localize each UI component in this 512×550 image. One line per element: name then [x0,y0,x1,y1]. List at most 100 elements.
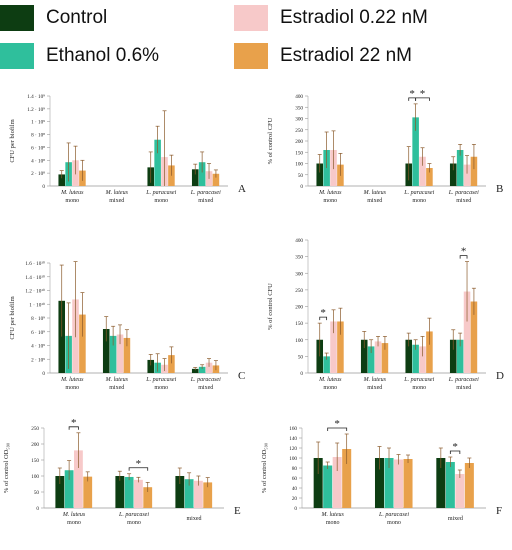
panel-b-group-sublabel: mixed [456,198,471,204]
panel-b-bar [412,117,419,186]
panel-b-ytick-label: 150 [295,150,303,156]
panel-b-group-label: M. luteus [318,190,342,196]
legend-item-control: Control [0,4,107,32]
panel-c-ytick-label: 1.4 · 10¹⁰ [25,275,45,281]
panel-d-ytick-label: 350 [295,255,303,261]
panel-e-group-sublabel: mono [67,520,81,526]
panel-c-bar [102,329,110,373]
panel-e-group-label: L. paracasei [118,512,149,518]
panel-c-group-sublabel: mixed [109,385,124,391]
panel-e-significance-bracket [128,467,149,471]
panel-b-letter: B [496,183,503,195]
panel-f-group-sublabel: mixed [448,516,463,522]
panel-b-ytick-label: 250 [295,128,303,134]
panel-b-bar [463,164,471,186]
panel-d-group-label: M. luteus [318,377,342,383]
panel-f-significance-star: * [334,418,340,430]
panel-c-group-label: M. luteus [105,377,129,383]
panel-d-ytick-label: 50 [298,354,304,360]
panel-e-bar [55,476,65,508]
panel-f-group-label: L. paracasei [378,512,409,518]
panel-e-ytick-label: 0 [36,506,39,512]
panel-d-ytick-label: 150 [295,321,303,327]
panel-f-ytick-label: 60 [292,476,298,482]
panel-b-ytick-label: 200 [295,139,303,145]
panel-a-group-sublabel: mixed [198,198,213,204]
panel-d-ytick-label: 300 [295,271,303,277]
panel-c-group-label: L. paracasei [145,377,176,383]
panel-f-ytick-label: 0 [294,506,297,512]
panel-b-ytick-label: 50 [298,173,304,179]
panel-a-group-sublabel: mono [154,198,168,204]
panel-c-bar [191,368,199,373]
panel-c-bar [198,366,206,373]
panel-b-bar [426,168,433,186]
panel-c-group-label: M. luteus [60,377,84,383]
panel-c-bar [147,359,155,373]
panel-c-bar [205,362,213,373]
panel-b-group-sublabel: mixed [367,198,382,204]
panel-a-ylabel: CFU per biofilm [9,119,16,162]
panel-c-bar [109,335,117,373]
panel-e-significance-star: * [71,417,77,429]
panel-d-significance-star: * [320,307,326,319]
panel-c-group-sublabel: mono [154,385,168,391]
panel-f-significance-star: * [452,441,458,453]
panel-d-group-label: L. paracasei [403,377,434,383]
panel-b-bar [419,156,426,186]
panel-e-bar [143,487,153,508]
panel-a-group-sublabel: mono [65,198,79,204]
panel-c-ytick-label: 2 · 10⁹ [31,357,45,363]
panel-e-ytick-label: 200 [31,442,39,448]
panel-f-ytick-label: 40 [292,486,298,492]
panel-d-bar [456,339,464,373]
panel-d-significance-bracket [319,316,328,321]
panel-b-group-sublabel: mono [323,198,337,204]
panel-a-ytick-label: 4 · 10⁸ [31,158,45,164]
panel-f-ylabel: % of control OD₅₉₀ [261,443,268,493]
panel-d-group-label: L. paracasei [448,377,479,383]
panel-f-group-label: M. luteus [320,512,344,518]
panel-f-group-sublabel: mono [387,520,401,526]
panel-f-ytick-label: 140 [289,436,297,442]
panel-c-bar [58,300,66,373]
panel-f-bar [332,457,342,508]
panel-e-significance-star: * [136,458,142,470]
panel-f-bar [313,458,323,508]
panel-f-bar [342,449,352,508]
panel-e-ytick-label: 150 [31,458,39,464]
legend-label-estradiol-high: Estradiol 22 nM [280,45,413,66]
panel-a-ytick-label: 1 · 10⁹ [31,120,45,126]
panel-b-group-sublabel: mono [412,198,426,204]
panel-f-ytick-label: 160 [289,426,297,432]
panel-b-bar [449,163,457,186]
panel-f-bar [455,474,465,508]
panel-c-group-label: L. paracasei [190,377,221,383]
panel-d-bar [426,331,433,373]
panel-e-ytick-label: 50 [34,490,40,496]
panel-d-bar [419,346,426,373]
panel-e-group-sublabel: mixed [187,516,202,522]
panel-d-ytick-label: 250 [295,288,303,294]
panel-e-ytick-label: 100 [31,474,39,480]
panel-d-bar [463,291,471,373]
panel-a-group-label: L. paracasei [145,190,176,196]
panel-a-ytick-label: 6 · 10⁸ [31,145,45,151]
panel-b-ytick-label: 400 [295,94,303,100]
panel-b-ylabel: % of control CFU [267,117,274,164]
panel-b-group-label: L. paracasei [448,190,479,196]
panel-c-ytick-label: 4 · 10⁹ [31,344,45,350]
panel-c-bar [168,355,175,373]
panel-c-ytick-label: 6 · 10⁹ [31,330,45,336]
panel-f-bar [445,462,455,508]
panel-d-bar [470,301,478,373]
panel-f-bar [374,458,385,508]
panel-a-ytick-label: 1.4 · 10⁹ [27,94,45,100]
panel-f-letter: F [496,505,502,517]
panel-e-ylabel: % of control OD₅₉₀ [3,443,10,493]
panel-c-ytick-label: 0 [42,371,45,377]
panel-c-ytick-label: 1 · 10¹⁰ [29,302,45,308]
panel-b-group-label: M. luteus [363,190,387,196]
panel-d-bar [405,339,413,373]
legend-swatch-estradiol-low [234,5,268,31]
